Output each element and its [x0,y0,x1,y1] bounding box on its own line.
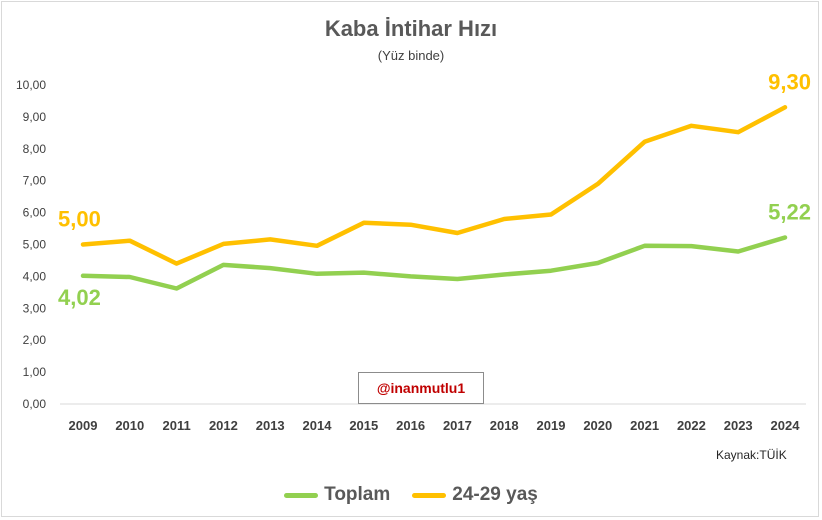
legend-item-24-29: 24-29 yaş [412,484,538,506]
data-label: 5,22 [768,199,811,224]
legend-label: Toplam [324,484,391,505]
legend-label: 24-29 yaş [452,484,538,505]
x-tick-label: 2009 [69,418,98,433]
source-label: Kaynak:TÜİK [716,448,787,462]
x-tick-label: 2012 [209,418,238,433]
legend-item-toplam: Toplam [284,484,390,506]
x-tick-label: 2016 [396,418,425,433]
y-tick-label: 0,00 [23,397,47,411]
y-tick-label: 2,00 [23,333,47,347]
x-tick-label: 2014 [303,418,333,433]
x-tick-label: 2011 [162,418,190,433]
y-tick-label: 1,00 [23,365,47,379]
x-tick-label: 2017 [443,418,472,433]
y-tick-label: 10,00 [16,78,46,92]
y-tick-label: 7,00 [23,174,47,188]
legend-swatch [412,492,447,498]
chart-subtitle: (Yüz binde) [377,48,445,63]
legend: Toplam 24-29 yaş [0,484,822,506]
y-tick-label: 4,00 [23,269,47,283]
data-label: 5,00 [58,207,101,232]
x-tick-label: 2015 [349,418,378,433]
x-tick-label: 2020 [583,418,612,433]
x-tick-label: 2019 [537,418,566,433]
x-tick-label: 2022 [677,418,706,433]
x-tick-label: 2021 [630,418,659,433]
series-line-24-29-yas [80,105,788,266]
y-tick-label: 3,00 [23,301,47,315]
data-label: 4,02 [58,285,101,310]
legend-swatch [284,492,319,498]
watermark-label: @inanmutlu1 [358,372,484,404]
x-tick-label: 2024 [771,418,801,433]
x-tick-label: 2010 [115,418,144,433]
x-tick-label: 2018 [490,418,519,433]
y-tick-label: 8,00 [23,142,47,156]
y-tick-label: 5,00 [23,238,47,252]
chart-title: Kaba İntihar Hızı [324,16,498,41]
x-tick-label: 2013 [256,418,285,433]
x-tick-label: 2023 [724,418,753,433]
y-tick-label: 9,00 [23,110,47,124]
series-line-toplam [80,235,788,291]
data-label: 9,30 [768,69,811,94]
y-tick-label: 6,00 [23,206,47,220]
